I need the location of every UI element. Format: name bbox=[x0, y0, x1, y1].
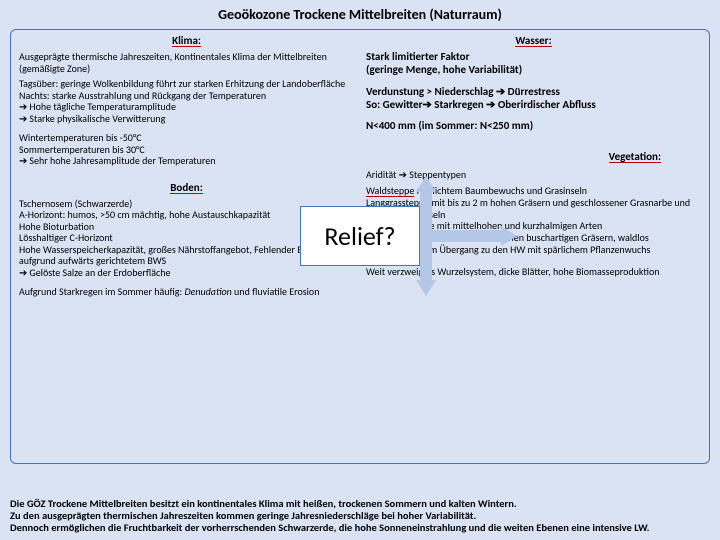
relief-box: Relief? bbox=[300, 206, 420, 266]
main-panel: Klima: Ausgeprägte thermische Jahreszeit… bbox=[10, 29, 710, 464]
klima-p2: Tagsüber: geringe Wolkenbildung führt zu… bbox=[19, 78, 354, 124]
klima-heading: Klima: bbox=[19, 34, 354, 47]
summary-text: Die GÖZ Trockene Mittelbreiten besitzt e… bbox=[10, 498, 710, 534]
veg-p6: Weit verzweigtes Wurzelsystem, dicke Blä… bbox=[366, 266, 701, 278]
boden-p2: Aufgrund Starkregen im Sommer häufig: De… bbox=[19, 286, 354, 298]
page-title: Geoökozone Trockene Mittelbreiten (Natur… bbox=[10, 6, 710, 23]
wasser-p3: N<400 mm (im Sommer: N<250 mm) bbox=[366, 120, 701, 133]
wasser-heading: Wasser: bbox=[366, 34, 701, 47]
boden-heading: Boden: bbox=[19, 181, 354, 194]
veg-heading: Vegetation: bbox=[366, 150, 701, 163]
klima-p3: Wintertemperaturen bis -50°C Sommertempe… bbox=[19, 132, 264, 167]
klima-p1: Ausgeprägte thermische Jahreszeiten, Kon… bbox=[19, 51, 354, 74]
wasser-p1: Stark limitierter Faktor (geringe Menge,… bbox=[366, 51, 701, 76]
wasser-p2: Verdunstung > Niederschlag ➔ Dürrestress… bbox=[366, 86, 701, 111]
